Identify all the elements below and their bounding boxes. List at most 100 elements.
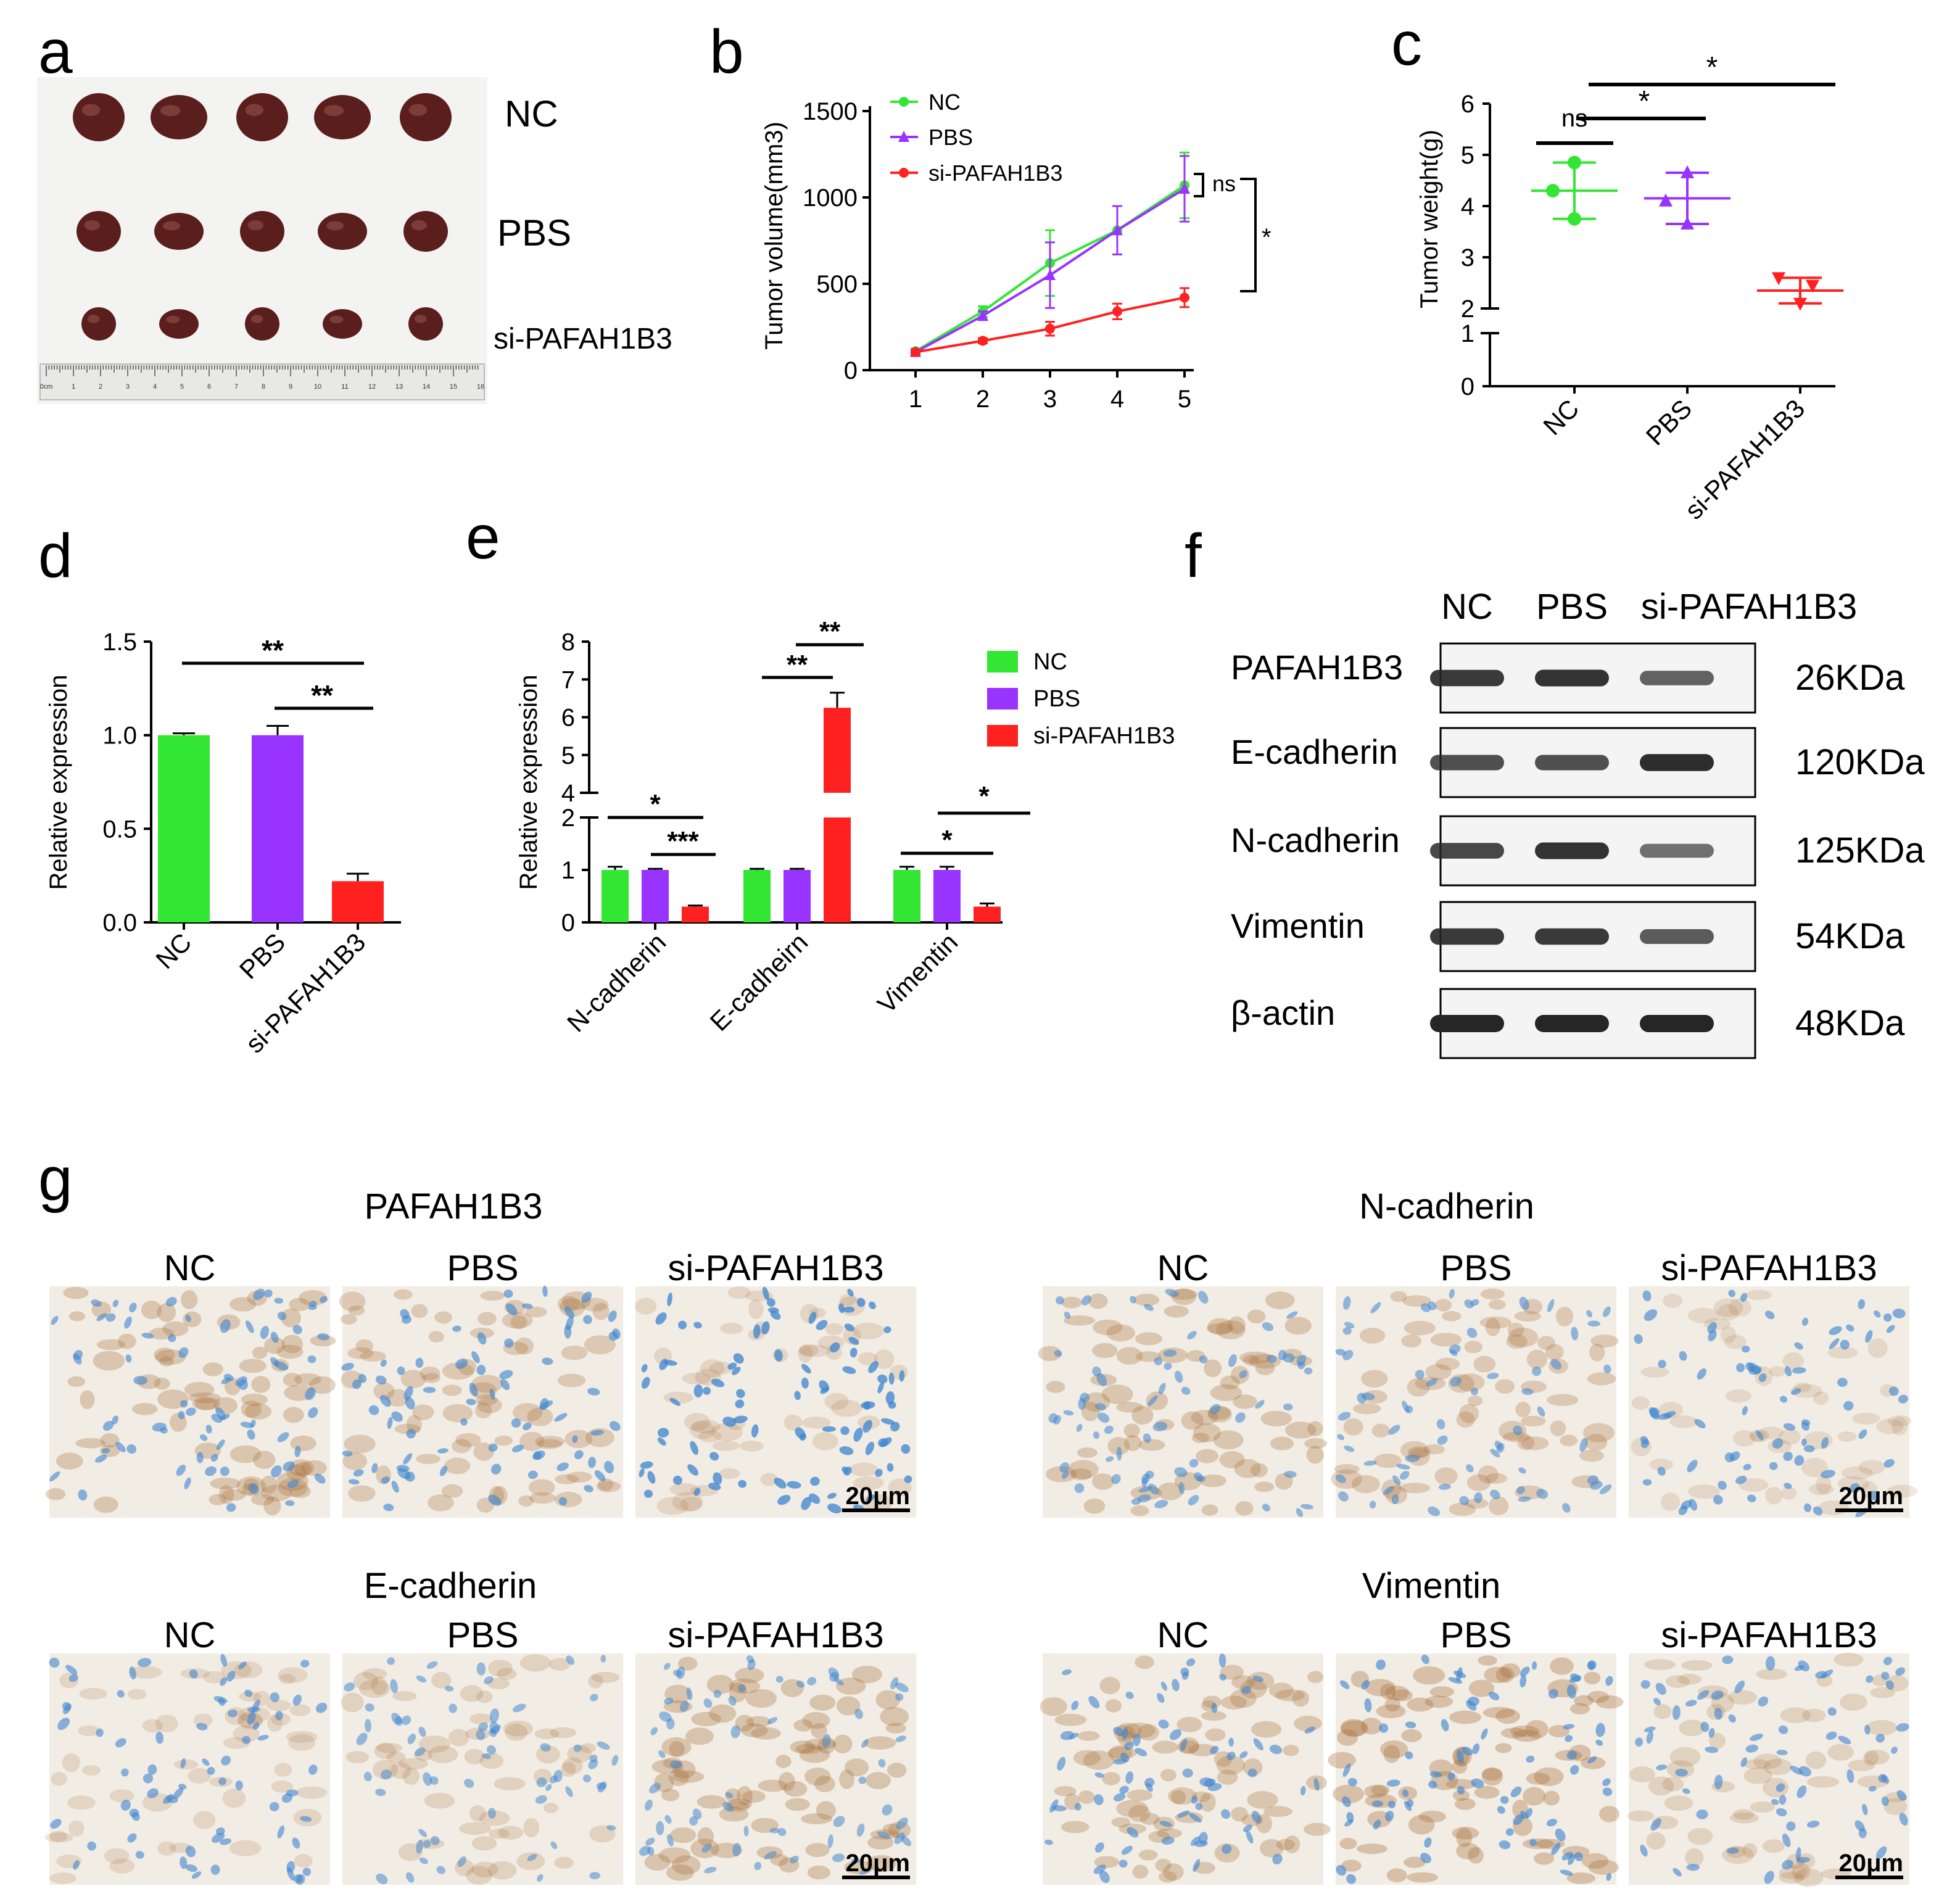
ruler-number: 5 [180,383,184,391]
g-stain-patch [555,1492,582,1507]
g-stain-patch [1307,1421,1323,1436]
g-stain-patch [1404,1856,1426,1868]
g-nucleus [1713,1495,1723,1505]
g-stain-patch [1456,1373,1485,1392]
g-stain-patch [1629,1766,1655,1782]
g-nucleus [1336,1864,1347,1876]
g-stain-patch [466,1866,492,1885]
g-nucleus [210,1454,218,1462]
g-stain-patch [670,1827,697,1843]
g-nucleus [1634,1334,1643,1344]
g-nucleus [1347,1777,1357,1787]
g-stain-patch [1294,1715,1322,1732]
g-stain-patch [1827,1346,1858,1359]
g-image-label: si-PAFAH1B3 [1661,1248,1877,1288]
ruler-number: 10 [314,383,321,391]
g-nucleus [1881,1796,1889,1806]
f-protein-label: Vimentin [1231,906,1365,945]
g-nucleus [1653,1698,1661,1706]
g-nucleus [415,1357,424,1368]
g-nucleus [877,1831,891,1839]
g-stain-patch [1181,1411,1204,1430]
b-y-tick-label: 1500 [803,98,858,125]
g-nucleus [1436,1419,1445,1429]
g-nucleus [1048,1413,1058,1423]
g-stain-patch [1401,1334,1421,1348]
g-stain-patch [1083,1498,1106,1514]
g-stain-patch [698,1430,722,1442]
f-protein-label: PAFAH1B3 [1231,648,1403,687]
g-stain-patch [746,1716,771,1727]
g-nucleus [1104,1425,1114,1434]
g-stain-patch [1160,1769,1176,1782]
g-stain-patch [1361,1370,1388,1388]
g-ihc-image [1336,1286,1616,1518]
g-nucleus [847,1288,854,1297]
g-nucleus [1714,1774,1723,1790]
g-stain-patch [464,1748,485,1765]
g-nucleus [143,1773,154,1784]
g-stain-patch [1521,1436,1549,1450]
ruler-number: 15 [450,383,457,391]
g-stain-patch [1858,1460,1885,1475]
g-nucleus [1801,1438,1807,1446]
g-stain-patch [192,1396,220,1410]
g-nucleus [1537,1406,1545,1417]
c-x-tick-label: PBS [1640,394,1698,451]
g-stain-patch [770,1854,789,1866]
g-nucleus [356,1732,368,1745]
g-nucleus [1794,1342,1803,1350]
g-stain-patch [1239,1351,1272,1364]
g-nucleus [1736,1363,1745,1373]
g-nucleus [115,1442,126,1452]
tumor [236,93,288,141]
g-stain-patch [1646,1832,1666,1850]
d-x-tick-label: NC [150,927,197,974]
g-stain-patch [1745,1289,1772,1301]
f-col-PBS: PBS [1536,587,1608,627]
g-nucleus [1239,1751,1248,1759]
g-stain-patch [480,1291,505,1301]
g-nucleus [246,1320,254,1333]
g-nucleus [1093,1864,1106,1874]
g-stain-patch [360,1351,386,1362]
g-nucleus [1490,1489,1500,1500]
g-nucleus [869,1301,876,1309]
g-stain-patch [801,1813,833,1824]
e-legend-si: si-PAFAH1B3 [1033,723,1175,749]
g-stain-patch [799,1746,830,1763]
tumor-highlight [166,315,180,323]
g-stain-patch [218,1485,234,1504]
g-nucleus [1428,1781,1437,1789]
g-nucleus [368,1405,379,1415]
g-stain-patch [1500,1727,1528,1739]
g-nucleus [1779,1795,1787,1805]
g-stain-patch [1163,1863,1184,1881]
g-nucleus [1364,1698,1372,1713]
g-stain-patch [1595,1695,1624,1709]
g-nucleus [1094,1842,1104,1853]
g-stain-patch [1413,1666,1445,1685]
g-stain-patch [1127,1789,1153,1802]
g-stain-patch [460,1685,484,1702]
g-stain-patch [157,1303,176,1322]
g-nucleus [102,1421,114,1431]
g-nucleus [1682,1788,1690,1794]
g-stain-patch [1157,1482,1183,1500]
g-stain-patch [1249,1354,1281,1369]
g-nucleus [186,1864,198,1872]
g-nucleus [207,1766,215,1775]
g-nucleus [877,1374,888,1384]
g-stain-patch [1852,1412,1880,1425]
g-stain-patch [374,1742,397,1760]
g-stain-patch [1399,1483,1431,1494]
g-nucleus [1837,1378,1848,1387]
g-nucleus [455,1358,468,1369]
g-nucleus [1697,1368,1706,1380]
g-stain-patch [1092,1343,1118,1359]
g-nucleus [1566,1750,1578,1760]
g-stain-patch [250,1494,275,1506]
g-stain-patch [839,1769,854,1789]
g-nucleus [1376,1659,1386,1670]
g-nucleus [743,1826,749,1837]
